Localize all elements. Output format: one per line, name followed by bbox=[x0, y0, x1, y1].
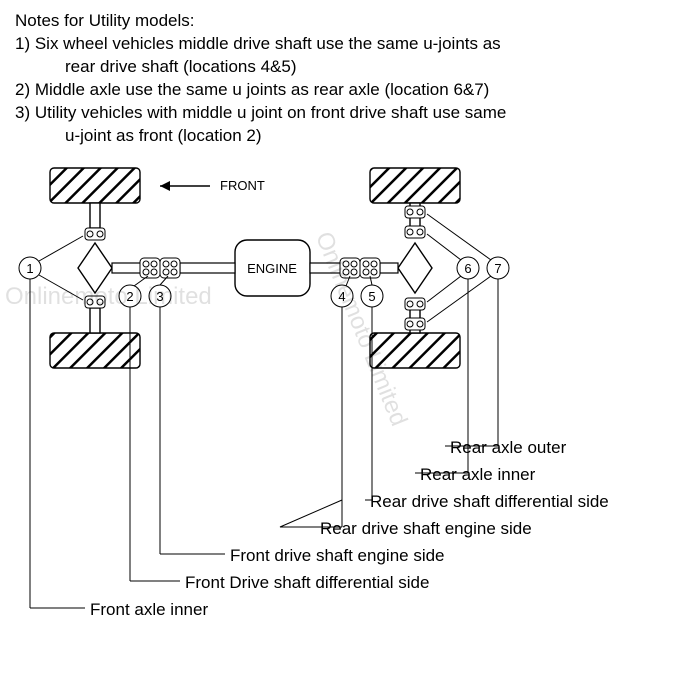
svg-text:1: 1 bbox=[26, 261, 33, 276]
ujoint-loc3 bbox=[160, 258, 180, 278]
ujoint-loc5 bbox=[360, 258, 380, 278]
notes-block: Notes for Utility models: 1) Six wheel v… bbox=[0, 0, 700, 148]
label-2: Front Drive shaft differential side bbox=[185, 573, 429, 593]
circle-1: 1 bbox=[19, 257, 41, 279]
circle-3: 3 bbox=[149, 285, 171, 307]
label-1: Front axle inner bbox=[90, 600, 208, 620]
label-7: Rear axle outer bbox=[450, 438, 566, 458]
ujoint-front-axle-bot bbox=[85, 296, 105, 308]
svg-text:4: 4 bbox=[338, 289, 345, 304]
circle-7: 7 bbox=[487, 257, 509, 279]
front-differential bbox=[78, 243, 112, 293]
circle-5: 5 bbox=[361, 285, 383, 307]
circle-2: 2 bbox=[119, 285, 141, 307]
svg-text:2: 2 bbox=[126, 289, 133, 304]
note-3a: 3) Utility vehicles with middle u joint … bbox=[15, 102, 685, 125]
circle-4: 4 bbox=[331, 285, 353, 307]
note-2: 2) Middle axle use the same u joints as … bbox=[15, 79, 685, 102]
circle-6: 6 bbox=[457, 257, 479, 279]
label-3: Front drive shaft engine side bbox=[230, 546, 445, 566]
note-3b: u-joint as front (location 2) bbox=[15, 125, 685, 148]
front-right-wheel bbox=[50, 333, 140, 368]
notes-title: Notes for Utility models: bbox=[15, 10, 685, 33]
drivetrain-diagram: Onlinemoto Limited Onlinemoto Limited bbox=[0, 148, 700, 678]
ujoint-loc2 bbox=[140, 258, 160, 278]
note-1a: 1) Six wheel vehicles middle drive shaft… bbox=[15, 33, 685, 56]
note-1b: rear drive shaft (locations 4&5) bbox=[15, 56, 685, 79]
diagram-svg: ENGINE FRONT 1 2 3 4 5 6 7 bbox=[0, 148, 700, 678]
svg-text:3: 3 bbox=[156, 289, 163, 304]
label-5: Rear drive shaft differential side bbox=[370, 492, 609, 512]
rear-left-wheel bbox=[370, 168, 460, 203]
front-label: FRONT bbox=[220, 178, 265, 193]
label-4: Rear drive shaft engine side bbox=[320, 519, 532, 539]
svg-text:7: 7 bbox=[494, 261, 501, 276]
label-6: Rear axle inner bbox=[420, 465, 535, 485]
ujoint-loc4 bbox=[340, 258, 360, 278]
front-left-wheel bbox=[50, 168, 140, 203]
svg-text:5: 5 bbox=[368, 289, 375, 304]
rear-right-wheel bbox=[370, 333, 460, 368]
rear-differential bbox=[398, 243, 432, 293]
svg-text:6: 6 bbox=[464, 261, 471, 276]
engine-label: ENGINE bbox=[247, 261, 297, 276]
ujoint-front-axle-top bbox=[85, 228, 105, 240]
